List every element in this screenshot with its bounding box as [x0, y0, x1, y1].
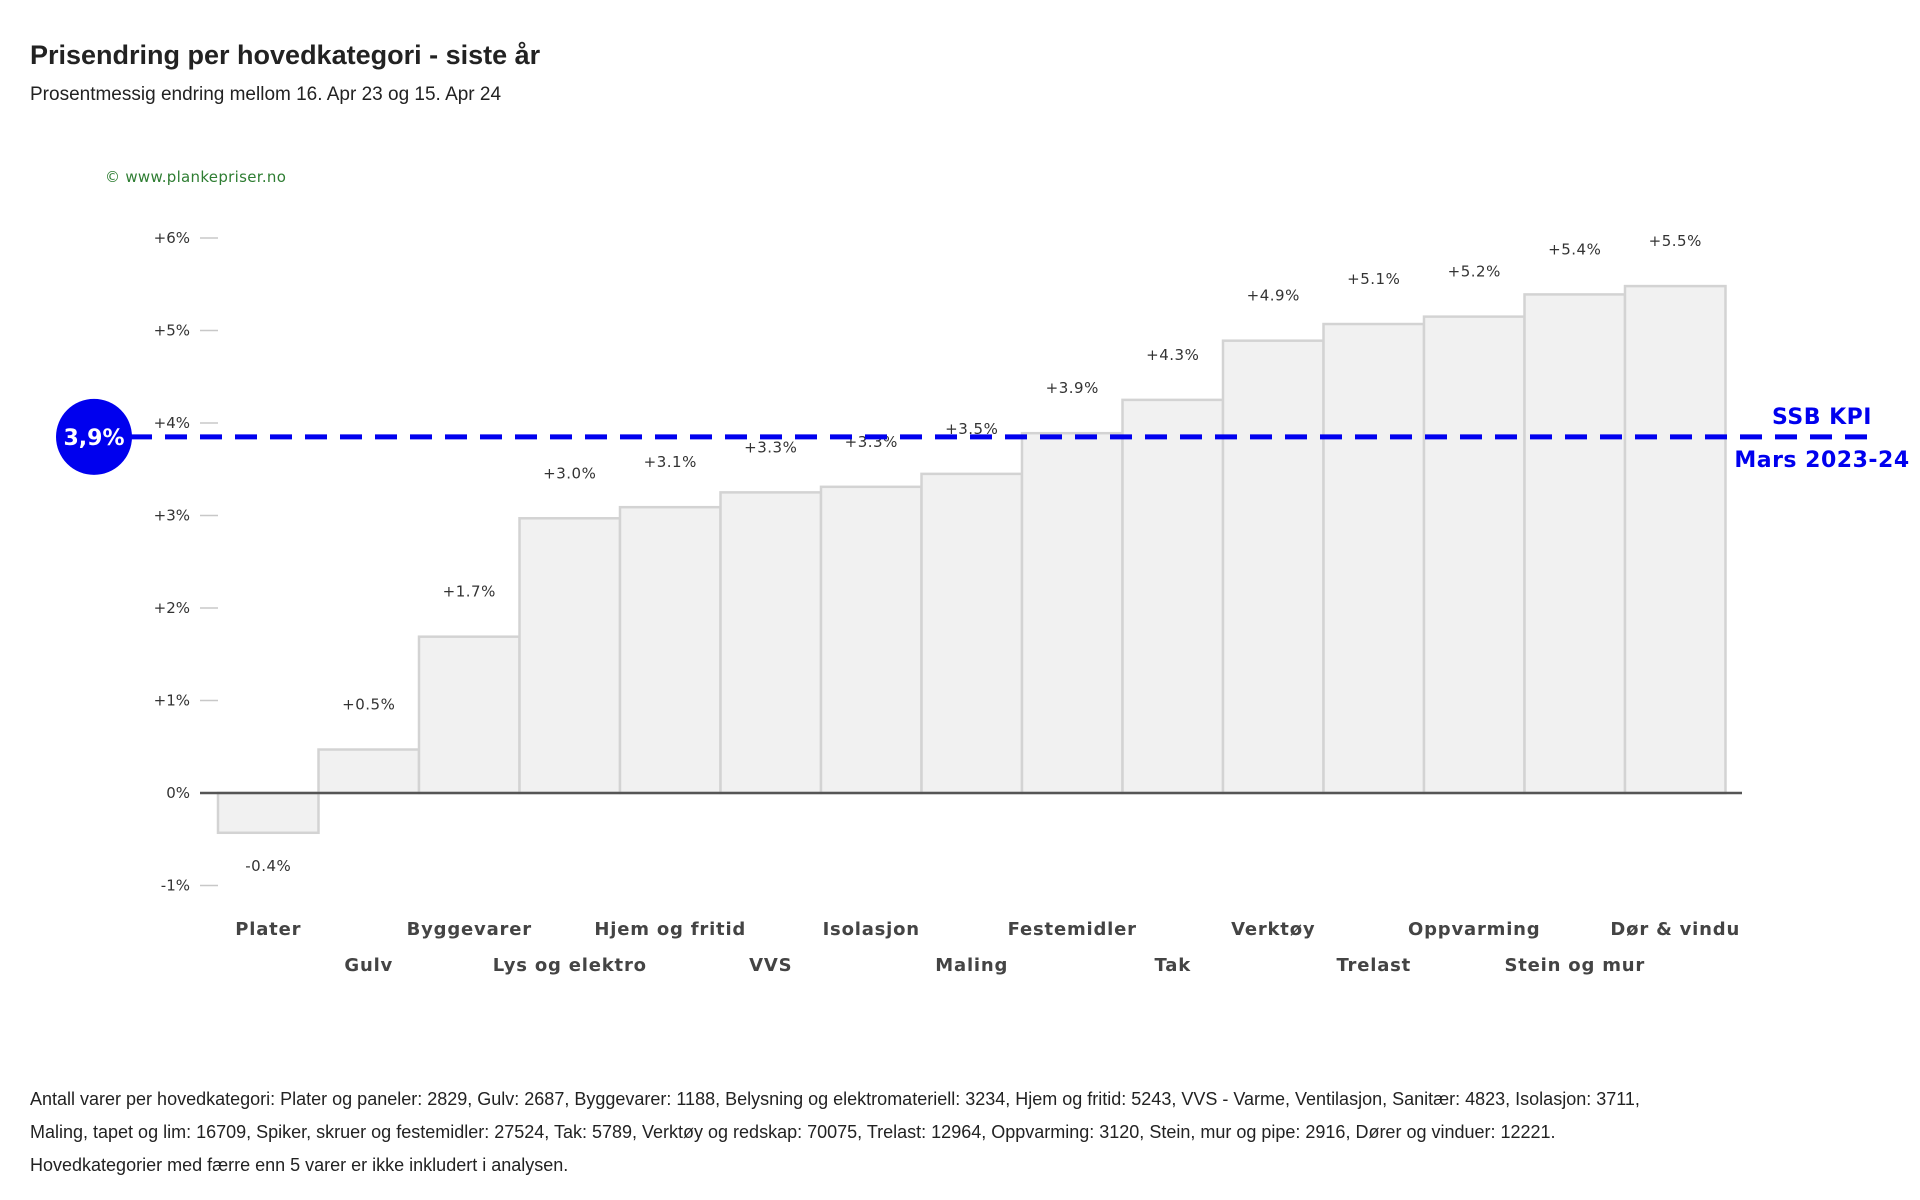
chart-title: Prisendring per hovedkategori - siste år — [30, 40, 541, 70]
y-tick-label: 0% — [166, 784, 190, 802]
value-label: -0.4% — [245, 857, 291, 875]
category-label: Festemidler — [1008, 919, 1137, 940]
bar-7 — [819, 485, 923, 795]
value-label: +5.5% — [1649, 232, 1702, 250]
y-tick-label: +4% — [154, 414, 190, 432]
category-label: Dør & vindu — [1610, 919, 1740, 940]
value-label: +5.4% — [1548, 240, 1601, 258]
bar-15 — [1623, 284, 1727, 795]
bar-chart: -1% 0% +1% +2% +3% +4% +5% +6% -0.4% +0.5% +1.7% +3… — [56, 229, 1909, 976]
chart-subtitle: Prosentmessig endring mellom 16. Apr 23 … — [30, 84, 502, 105]
category-label: Trelast — [1336, 955, 1411, 976]
bar-4 — [518, 517, 622, 795]
y-tick-label: +1% — [154, 692, 190, 710]
kpi-badge — [56, 398, 132, 475]
bar-5 — [618, 505, 722, 795]
value-label: +3.9% — [1046, 379, 1099, 397]
value-label: +3.3% — [744, 438, 797, 456]
bar-13 — [1422, 315, 1526, 795]
kpi-label-line1: SSB KPI — [1772, 405, 1872, 430]
y-tick-label: +2% — [154, 599, 190, 617]
y-tick-label: -1% — [161, 877, 190, 895]
value-label: +0.5% — [342, 696, 395, 714]
value-label: +3.1% — [644, 453, 697, 471]
value-label: +5.1% — [1347, 270, 1400, 288]
category-label: Oppvarming — [1408, 919, 1540, 940]
category-label: Tak — [1155, 955, 1192, 976]
category-label: Plater — [235, 919, 301, 940]
bar-14 — [1523, 293, 1627, 795]
value-label: +4.9% — [1247, 287, 1300, 305]
category-label: Lys og elektro — [493, 955, 647, 976]
value-label: +3.5% — [945, 420, 998, 438]
category-label: Stein og mur — [1504, 955, 1645, 976]
bar-10 — [1121, 398, 1225, 795]
bar-1 — [216, 791, 320, 835]
category-label: VVS — [749, 955, 792, 976]
category-label: Hjem og fritid — [594, 919, 746, 940]
value-label: +4.3% — [1146, 346, 1199, 364]
category-label: Gulv — [344, 955, 393, 976]
value-label: +5.2% — [1448, 263, 1501, 281]
bar-8 — [920, 472, 1024, 795]
y-tick-label: +5% — [154, 322, 190, 340]
y-tick-label: +6% — [154, 229, 190, 247]
category-label: Byggevarer — [407, 919, 532, 940]
value-label: +3.0% — [543, 464, 596, 482]
kpi-badge-label: 3,9% — [63, 426, 124, 451]
bar-3 — [417, 635, 521, 795]
y-tick-label: +3% — [154, 507, 190, 525]
copyright-notice: © www.plankepriser.no — [105, 168, 287, 186]
kpi-label-line2: Mars 2023-24 — [1734, 448, 1909, 473]
footer-note: Antall varer per hovedkategori: Plater o… — [30, 1089, 1640, 1175]
value-label: +1.7% — [443, 583, 496, 601]
bar-2 — [317, 748, 421, 795]
bar-6 — [719, 491, 823, 795]
category-label: Verktøy — [1231, 919, 1315, 940]
category-label: Maling — [935, 955, 1008, 976]
bar-12 — [1322, 322, 1426, 795]
bar-9 — [1020, 431, 1124, 795]
category-label: Isolasjon — [823, 919, 920, 940]
bar-11 — [1221, 339, 1325, 795]
